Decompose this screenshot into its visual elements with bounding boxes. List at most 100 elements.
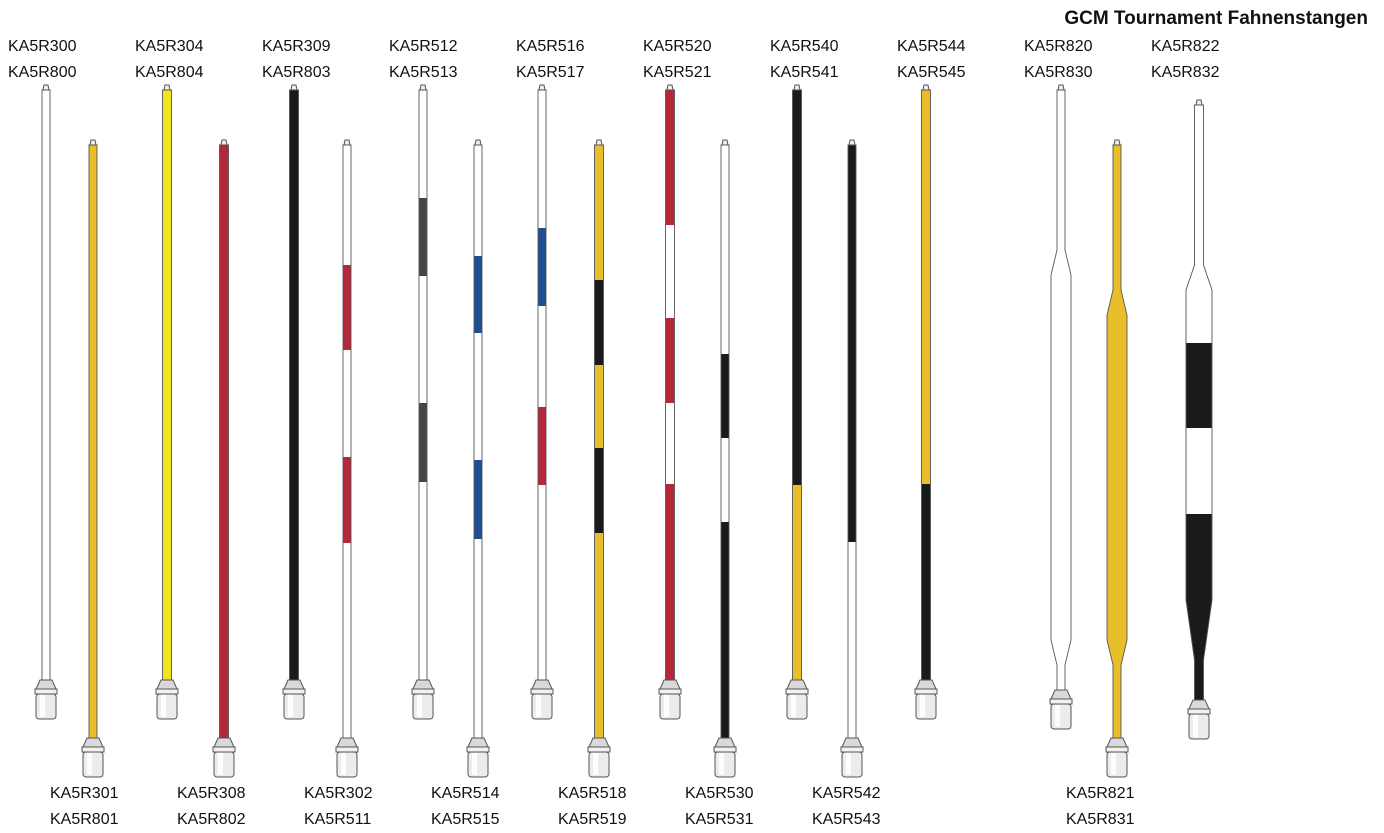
flagpole bbox=[840, 139, 864, 778]
pole-base bbox=[1049, 689, 1073, 730]
pole-finial bbox=[1057, 84, 1065, 91]
pole-base bbox=[212, 737, 236, 778]
pole-band bbox=[1186, 105, 1212, 343]
flagpole bbox=[282, 84, 306, 720]
flagpole bbox=[1049, 84, 1073, 730]
pole-band bbox=[665, 318, 675, 403]
pole-band bbox=[42, 90, 50, 680]
pole-band bbox=[474, 256, 482, 333]
pole-band bbox=[343, 265, 351, 350]
bottom-label-8: KA5R821 KA5R831 bbox=[1066, 785, 1135, 828]
pole-band bbox=[665, 90, 675, 225]
pole-base bbox=[587, 737, 611, 778]
pole-finial bbox=[666, 84, 674, 91]
pole-finial bbox=[595, 139, 603, 146]
pole-base bbox=[34, 679, 58, 720]
pole-base bbox=[914, 679, 938, 720]
pole-band bbox=[721, 438, 729, 522]
flagpole bbox=[466, 139, 490, 778]
top-label-4: KA5R512 KA5R513 bbox=[389, 38, 458, 81]
pole-band bbox=[848, 145, 856, 542]
pole-band bbox=[538, 90, 546, 228]
top-label-1: KA5R300 KA5R800 bbox=[8, 38, 77, 81]
pole-band bbox=[343, 457, 351, 543]
pole-base bbox=[1187, 699, 1211, 740]
pole-finial bbox=[290, 84, 298, 91]
flagpole bbox=[785, 84, 809, 720]
pole-band bbox=[1186, 428, 1212, 514]
flagpole bbox=[34, 84, 58, 720]
pole-band bbox=[419, 198, 427, 276]
pole-finial bbox=[42, 84, 50, 91]
pole-band bbox=[538, 306, 546, 407]
pole-base bbox=[658, 679, 682, 720]
pole-band bbox=[538, 228, 546, 306]
pole-band bbox=[1107, 145, 1127, 738]
pole-band bbox=[792, 90, 802, 485]
pole-band bbox=[594, 448, 604, 533]
bottom-label-2: KA5R308 KA5R802 bbox=[177, 785, 246, 828]
pole-finial bbox=[922, 84, 930, 91]
pole-finial bbox=[1113, 139, 1121, 146]
pole-base bbox=[155, 679, 179, 720]
pole-band bbox=[1186, 343, 1212, 428]
pole-base bbox=[335, 737, 359, 778]
pole-band bbox=[921, 90, 931, 484]
pole-band bbox=[665, 225, 675, 318]
pole-base bbox=[785, 679, 809, 720]
pole-band bbox=[921, 484, 931, 680]
top-label-5: KA5R516 KA5R517 bbox=[516, 38, 585, 81]
pole-band bbox=[792, 485, 802, 680]
pole-band bbox=[594, 280, 604, 365]
bottom-label-4: KA5R514 KA5R515 bbox=[431, 785, 500, 828]
bottom-label-5: KA5R518 KA5R519 bbox=[558, 785, 627, 828]
pole-band bbox=[721, 354, 729, 438]
pole-base bbox=[282, 679, 306, 720]
pole-finial bbox=[474, 139, 482, 146]
pole-band bbox=[343, 145, 351, 265]
pole-band bbox=[538, 407, 546, 485]
pole-finial bbox=[538, 84, 546, 91]
flagpole bbox=[335, 139, 359, 778]
pole-band bbox=[594, 145, 604, 280]
pole-finial bbox=[220, 139, 228, 146]
flagpole bbox=[212, 139, 236, 778]
pole-band bbox=[89, 145, 97, 738]
pole-finial bbox=[163, 84, 171, 91]
pole-band bbox=[474, 539, 482, 738]
pole-band bbox=[162, 90, 172, 680]
pole-band bbox=[721, 522, 729, 738]
bottom-label-7: KA5R542 KA5R543 bbox=[812, 785, 881, 828]
pole-base bbox=[840, 737, 864, 778]
pole-base bbox=[1105, 737, 1129, 778]
pole-band bbox=[419, 403, 427, 482]
top-label-8: KA5R544 KA5R545 bbox=[897, 38, 966, 81]
pole-band bbox=[419, 482, 427, 680]
pole-base bbox=[713, 737, 737, 778]
pole-band bbox=[474, 460, 482, 539]
pole-band bbox=[419, 276, 427, 403]
flagpole bbox=[530, 84, 554, 720]
pole-band bbox=[1186, 514, 1212, 700]
top-label-2: KA5R304 KA5R804 bbox=[135, 38, 204, 81]
pole-band bbox=[343, 350, 351, 457]
pole-band bbox=[289, 90, 299, 680]
pole-band bbox=[665, 484, 675, 680]
pole-band bbox=[419, 90, 427, 198]
flagpole bbox=[658, 84, 682, 720]
pole-finial bbox=[848, 139, 856, 146]
top-label-10: KA5R822 KA5R832 bbox=[1151, 38, 1220, 81]
pole-base bbox=[466, 737, 490, 778]
pole-finial bbox=[419, 84, 427, 91]
flagpole bbox=[81, 139, 105, 778]
top-label-7: KA5R540 KA5R541 bbox=[770, 38, 839, 81]
pole-band bbox=[1051, 90, 1071, 690]
page-title: GCM Tournament Fahnenstangen bbox=[1064, 8, 1368, 29]
top-label-6: KA5R520 KA5R521 bbox=[643, 38, 712, 81]
pole-finial bbox=[793, 84, 801, 91]
top-label-9: KA5R820 KA5R830 bbox=[1024, 38, 1093, 81]
pole-band bbox=[721, 145, 729, 354]
flagpole bbox=[1185, 99, 1213, 740]
flagpole bbox=[713, 139, 737, 778]
